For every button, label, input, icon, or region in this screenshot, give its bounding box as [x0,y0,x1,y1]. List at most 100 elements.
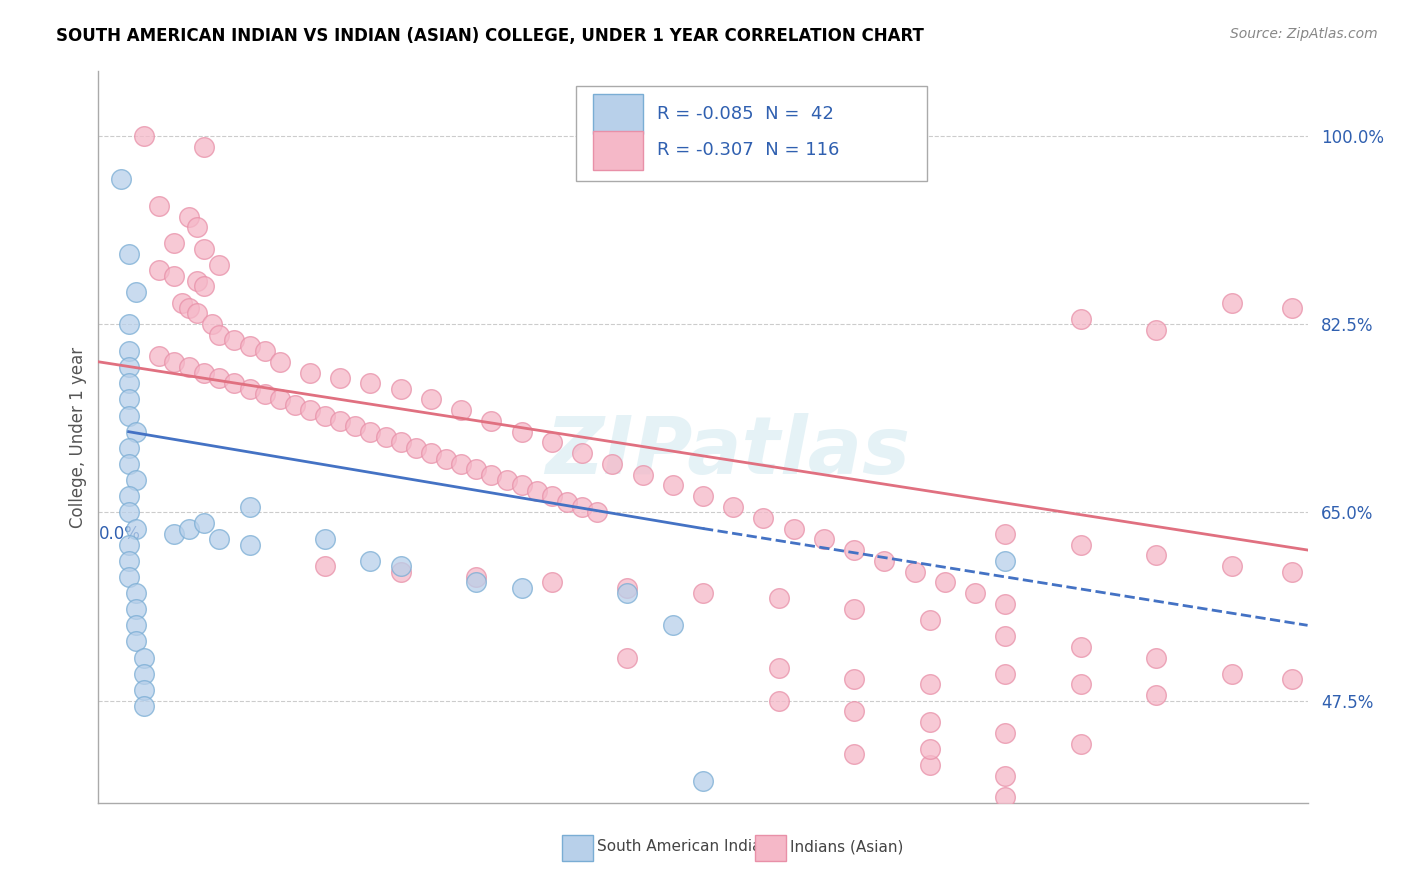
Point [1070,677,1092,691]
Point [555,494,578,508]
Point [118,554,141,568]
Point [344,419,367,434]
FancyBboxPatch shape [576,86,927,181]
Point [374,430,396,444]
Point [1144,688,1167,702]
Point [752,510,775,524]
Point [118,360,141,375]
Point [540,489,562,503]
Point [994,597,1017,611]
Point [193,516,215,530]
Point [132,650,155,665]
Point [1220,666,1243,681]
Point [224,376,246,391]
Point [170,295,193,310]
Point [193,139,215,153]
Point [1144,549,1167,563]
Point [661,478,683,492]
Point [602,457,624,471]
Point [118,570,141,584]
Point [1070,538,1092,552]
Point [118,538,141,552]
Point [586,505,609,519]
Point [783,521,806,535]
Point [125,618,148,632]
Point [269,392,291,407]
Point [844,747,866,762]
Point [118,409,141,423]
Point [844,543,866,558]
Point [314,559,336,574]
Point [360,376,382,391]
Point [148,263,170,277]
Point [118,505,141,519]
Point [118,489,141,503]
Point [994,769,1017,783]
FancyBboxPatch shape [755,835,786,862]
Point [873,554,896,568]
Point [118,376,141,391]
Point [224,333,246,347]
Point [434,451,457,466]
Point [540,575,562,590]
Point [179,210,201,224]
Point [193,366,215,380]
Point [329,371,352,385]
Text: SOUTH AMERICAN INDIAN VS INDIAN (ASIAN) COLLEGE, UNDER 1 YEAR CORRELATION CHART: SOUTH AMERICAN INDIAN VS INDIAN (ASIAN) … [56,27,924,45]
Point [179,301,201,315]
Point [253,344,276,359]
Point [389,565,412,579]
Point [269,355,291,369]
Point [132,666,155,681]
Text: ZIPatlas: ZIPatlas [544,413,910,491]
Point [1070,737,1092,751]
Point [768,661,790,675]
Point [844,705,866,719]
Point [193,242,215,256]
Point [314,409,336,423]
Point [692,774,714,789]
Point [692,489,714,503]
Point [1281,672,1303,686]
Point [118,392,141,407]
Point [994,790,1017,805]
Point [934,575,956,590]
Point [360,425,382,439]
Point [186,306,208,320]
Point [118,344,141,359]
Point [125,634,148,648]
Point [208,371,231,385]
Text: 0.0%: 0.0% [98,524,141,543]
Point [526,483,548,498]
Point [193,279,215,293]
Point [253,387,276,401]
Point [118,247,141,261]
FancyBboxPatch shape [561,835,593,862]
Point [239,338,262,352]
Point [405,441,427,455]
Text: South American Indians: South American Indians [596,839,779,855]
Point [1144,650,1167,665]
Point [299,366,322,380]
Point [389,559,412,574]
Point [616,581,638,595]
Point [239,382,262,396]
Point [768,591,790,606]
Point [723,500,745,514]
Point [465,575,488,590]
Point [1281,301,1303,315]
Point [148,350,170,364]
Point [844,672,866,686]
Point [132,698,155,713]
Point [208,327,231,342]
Point [450,457,472,471]
Point [420,392,443,407]
Point [510,425,533,439]
Text: R = -0.085  N =  42: R = -0.085 N = 42 [657,104,834,123]
Point [465,570,488,584]
Point [450,403,472,417]
Point [125,602,148,616]
Point [360,554,382,568]
Y-axis label: College, Under 1 year: College, Under 1 year [69,346,87,528]
Point [118,317,141,331]
